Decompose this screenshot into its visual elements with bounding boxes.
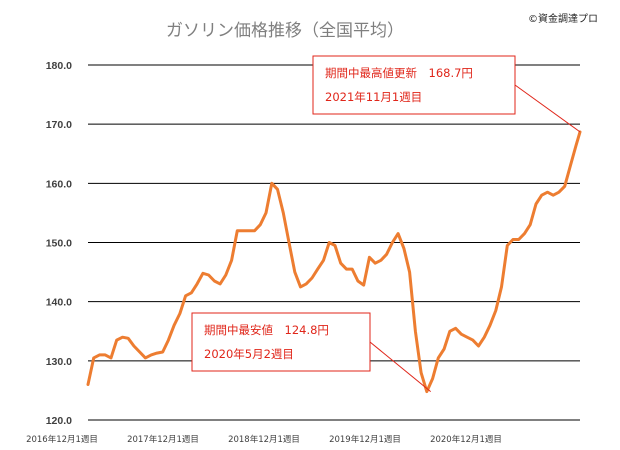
grid-lines bbox=[88, 64, 580, 421]
annotation-box bbox=[191, 312, 371, 372]
x-tick-label: 2016年12月1週目 bbox=[26, 434, 98, 445]
x-axis-ticks: 2016年12月1週目 2017年12月1週目 2018年12月1週目 2019年12… bbox=[26, 434, 502, 445]
y-tick-label: 130.0 bbox=[46, 356, 72, 368]
y-tick-label: 120.0 bbox=[46, 415, 72, 427]
y-tick-label: 150.0 bbox=[46, 238, 72, 250]
chart-title: ガソリン価格推移（全国平均） bbox=[166, 21, 404, 41]
x-tick-label: 2018年12月1週目 bbox=[228, 434, 300, 445]
annotation-leader bbox=[514, 84, 581, 133]
x-tick-label: 2020年12月1週目 bbox=[430, 434, 502, 445]
x-tick-label: 2019年12月1週目 bbox=[329, 434, 401, 445]
y-tick-label: 160.0 bbox=[46, 178, 72, 190]
annotation-text: 2020年5月2週目 bbox=[204, 347, 294, 361]
series-line bbox=[86, 130, 582, 394]
annotation-text: 期間中最高値更新 168.7円 bbox=[325, 66, 473, 80]
annotation-text: 2021年11月1週目 bbox=[325, 90, 422, 104]
y-tick-label: 170.0 bbox=[46, 119, 72, 131]
y-axis-ticks: 120.0 130.0 140.0 150.0 160.0 170.0 180.0 bbox=[46, 60, 72, 427]
annotation-leader bbox=[369, 341, 431, 392]
series-layer bbox=[86, 130, 582, 394]
x-tick-label: 2017年12月1週目 bbox=[127, 434, 199, 445]
y-tick-label: 180.0 bbox=[46, 60, 72, 72]
chart-credit: ©資金調達プロ bbox=[528, 12, 598, 25]
annotation-text: 期間中最安値 124.8円 bbox=[204, 323, 329, 337]
y-tick-label: 140.0 bbox=[46, 297, 72, 309]
annotation-box bbox=[312, 55, 516, 115]
